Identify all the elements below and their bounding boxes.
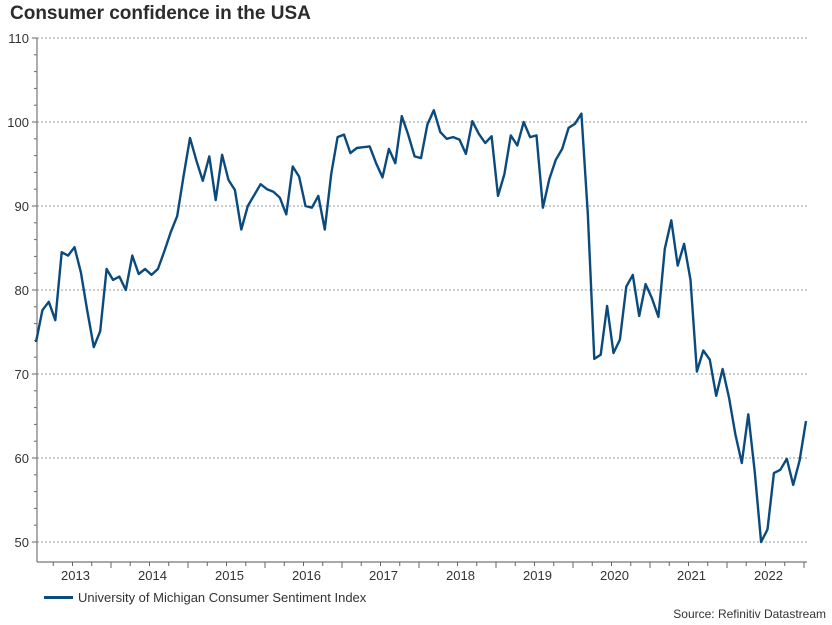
y-tick-label: 110 [8,31,29,46]
source-note: Source: Refinitiv Datastream [673,607,826,621]
x-tick-label: 2018 [446,568,475,583]
y-tick-label: 100 [7,115,29,130]
legend-swatch [44,596,73,599]
legend: University of Michigan Consumer Sentimen… [44,590,366,605]
x-tick-label: 2015 [215,568,244,583]
y-tick-label: 90 [15,199,29,214]
x-tick-label: 2021 [677,568,706,583]
x-tick-label: 2022 [754,568,783,583]
chart-title: Consumer confidence in the USA [10,3,311,24]
y-tick-label: 70 [15,367,29,382]
x-axis: 2013 2014 2015 2016 2017 2018 2019 2020 2021 2022 [37,561,807,583]
y-tick-label: 80 [15,283,29,298]
x-tick-label: 2016 [292,568,321,583]
y-tick-label: 50 [15,535,29,550]
y-tick-label: 60 [15,451,29,466]
y-axis: 50 60 70 80 90 100 110 [7,31,38,562]
x-tick-label: 2019 [523,568,552,583]
x-tick-label: 2017 [369,568,398,583]
x-tick-label: 2014 [138,568,167,583]
series-line [34,108,808,544]
series-group [34,108,808,544]
x-tick-label: 2013 [61,568,90,583]
gridlines [37,37,807,543]
legend-label: University of Michigan Consumer Sentimen… [78,590,367,605]
x-tick-label: 2020 [600,568,629,583]
